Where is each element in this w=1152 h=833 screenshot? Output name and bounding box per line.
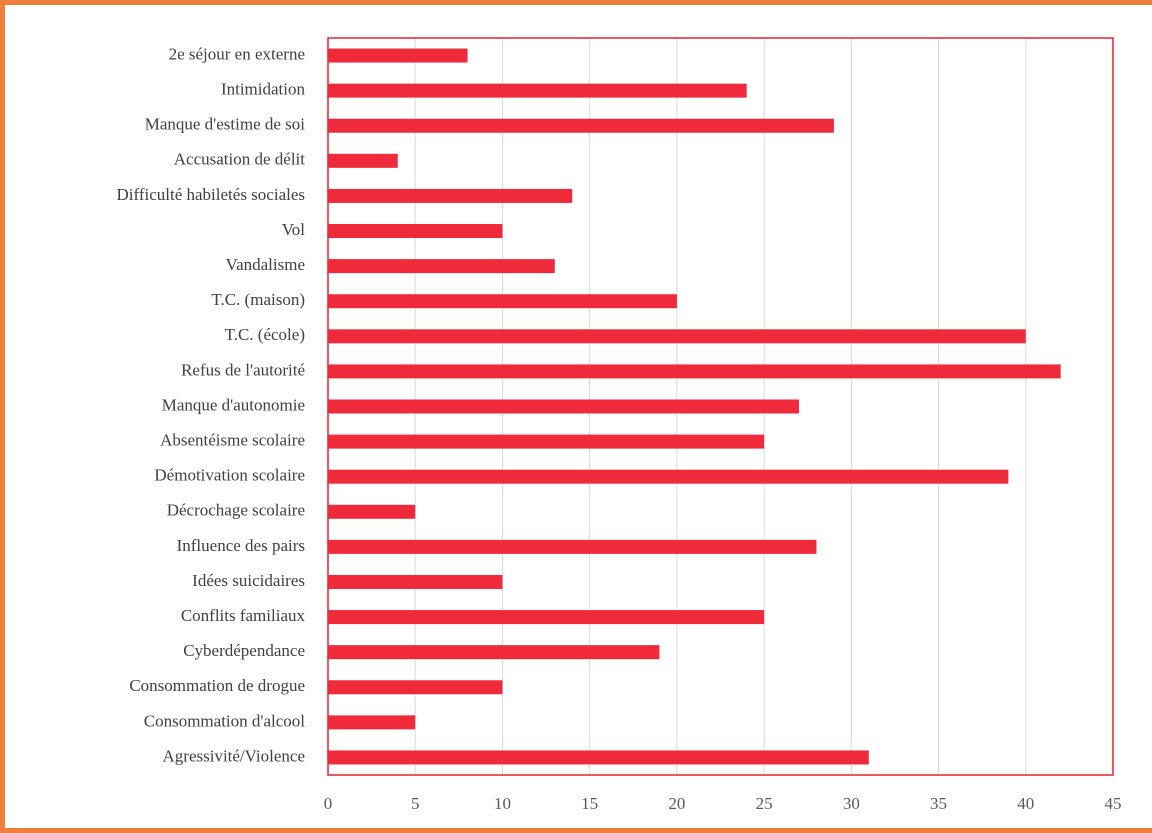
y-tick-label: 2e séjour en externe xyxy=(169,44,305,63)
bar xyxy=(328,469,1009,484)
x-tick-label: 30 xyxy=(843,794,860,813)
bar xyxy=(328,574,503,589)
y-tick-label: Influence des pairs xyxy=(177,536,305,555)
x-tick-label: 25 xyxy=(756,794,773,813)
y-tick-label: Refus de l'autorité xyxy=(181,360,305,379)
bar xyxy=(328,118,834,133)
bar xyxy=(328,259,555,274)
bar xyxy=(328,153,398,168)
bar xyxy=(328,434,765,449)
y-tick-label: Intimidation xyxy=(221,80,306,99)
y-tick-label: Manque d'estime de soi xyxy=(145,115,306,134)
x-tick-label: 40 xyxy=(1017,794,1034,813)
x-tick-label: 35 xyxy=(930,794,947,813)
bar xyxy=(328,224,503,239)
x-tick-label: 10 xyxy=(494,794,511,813)
bar xyxy=(328,188,573,203)
y-tick-label: Agressivité/Violence xyxy=(163,746,306,765)
bar xyxy=(328,329,1026,344)
y-tick-label: Cyberdépendance xyxy=(183,641,305,660)
y-tick-label: Décrochage scolaire xyxy=(167,501,305,520)
x-tick-label: 0 xyxy=(324,794,333,813)
x-tick-label: 45 xyxy=(1105,794,1122,813)
y-tick-label: Idées suicidaires xyxy=(192,571,305,590)
bar xyxy=(328,364,1061,379)
y-tick-label: Consommation de drogue xyxy=(129,676,305,695)
y-tick-label: Absentéisme scolaire xyxy=(160,431,305,450)
y-tick-label: Manque d'autonomie xyxy=(162,395,305,414)
x-tick-label: 20 xyxy=(668,794,685,813)
bar xyxy=(328,715,416,730)
y-tick-label: Difficulté habiletés sociales xyxy=(116,185,305,204)
y-tick-label: Conflits familiaux xyxy=(181,606,306,625)
bar xyxy=(328,83,747,98)
y-tick-label: Vol xyxy=(282,220,306,239)
bar xyxy=(328,399,799,414)
y-tick-label: Accusation de délit xyxy=(174,150,306,169)
bar xyxy=(328,610,765,625)
bar xyxy=(328,48,468,63)
bar xyxy=(328,294,677,309)
y-tick-label: Vandalisme xyxy=(226,255,305,274)
x-tick-label: 5 xyxy=(411,794,420,813)
bar xyxy=(328,645,660,660)
bar xyxy=(328,539,817,554)
y-tick-label: T.C. (maison) xyxy=(211,290,305,309)
y-tick-label: Démotivation scolaire xyxy=(154,466,305,485)
x-tick-label: 15 xyxy=(581,794,598,813)
y-tick-label: Consommation d'alcool xyxy=(144,711,306,730)
y-tick-label: T.C. (école) xyxy=(225,325,305,344)
bar xyxy=(328,680,503,695)
bar xyxy=(328,504,416,519)
bar xyxy=(328,750,869,765)
